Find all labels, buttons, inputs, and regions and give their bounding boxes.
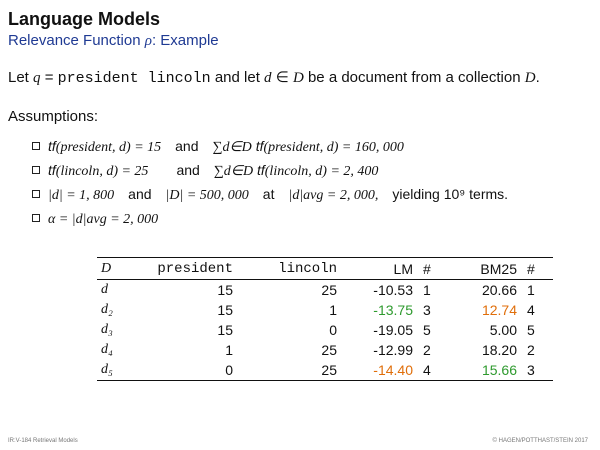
cell-lincoln: 1 (329, 302, 337, 318)
slide-subtitle: Relevance Function ρ: Example (8, 32, 219, 49)
cell-doc: d₅ (97, 360, 137, 381)
assumptions-list: tf(president, d) = 15 and ∑d∈D tf(presiden… (32, 134, 508, 230)
cell-lm: -12.99 (373, 342, 413, 358)
col-header-lm: LM (351, 257, 417, 280)
cell-bm25: 20.66 (481, 282, 517, 298)
col-header-lm-rank: # (417, 257, 449, 280)
col-header-president: president (137, 257, 253, 280)
cell-lincoln: 25 (321, 282, 337, 298)
cell-bm25: 5.00 (489, 322, 517, 338)
cell-lm: -19.05 (373, 322, 413, 338)
cell-lm-rank: 4 (417, 360, 449, 381)
cell-lm: -10.53 (373, 282, 413, 298)
table-row: d 15 25 -10.53 1 20.66 1 (97, 280, 553, 301)
cell-bm25-rank: 1 (527, 282, 535, 298)
cell-president: 15 (217, 302, 233, 318)
assumption-item: |d| = 1, 800 and |D| = 500, 000 at |d|avg = … (32, 182, 508, 206)
col-header-bm25: BM25 (449, 257, 521, 280)
cell-lm-rank: 2 (423, 342, 431, 358)
table-header-row: D president lincoln LM # BM25 # (97, 257, 553, 280)
cell-bm25: 12.74 (481, 302, 517, 318)
cell-bm25-rank: 4 (527, 302, 535, 318)
cell-bm25: 18.20 (481, 342, 517, 358)
cell-lm-rank: 5 (423, 322, 431, 338)
assumption-item: tf(president, d) = 15 and ∑d∈D tf(presiden… (32, 134, 508, 158)
cell-bm25: 15.66 (449, 360, 521, 381)
cell-president: 15 (217, 322, 233, 338)
cell-lm-rank: 3 (423, 302, 431, 318)
assumption-item: tf(lincoln, d) = 25 and ∑d∈D tf(lincoln, d… (32, 158, 508, 182)
col-header-bm25-rank: # (521, 257, 553, 280)
cell-doc: d₂ (101, 302, 113, 317)
cell-doc: d₃ (101, 322, 113, 337)
cell-lincoln: 25 (253, 360, 351, 381)
cell-lm: -14.40 (351, 360, 417, 381)
footer-slide-id: IR:V-184 Retrieval Models (8, 438, 78, 444)
col-header-lincoln: lincoln (253, 257, 351, 280)
cell-lm: -13.75 (373, 302, 413, 318)
table-row: d₂ 15 1 -13.75 3 12.74 4 (97, 300, 553, 320)
cell-doc: d₄ (101, 342, 113, 357)
cell-president: 0 (137, 360, 253, 381)
assumption-item: α = |d|avg = 2, 000 (32, 206, 508, 230)
assumptions-heading: Assumptions: (8, 108, 99, 125)
cell-bm25-rank: 2 (527, 342, 535, 358)
table-row: d₅ 0 25 -14.40 4 15.66 3 (97, 360, 553, 381)
table-row: d₃ 15 0 -19.05 5 5.00 5 (97, 320, 553, 340)
cell-president: 15 (217, 282, 233, 298)
col-header-doc: D (97, 257, 137, 280)
table-row: d₄ 1 25 -12.99 2 18.20 2 (97, 340, 553, 360)
intro-sentence: Let q = president lincoln and let d ∈ D … (8, 69, 540, 87)
cell-lincoln: 25 (321, 342, 337, 358)
results-table: D president lincoln LM # BM25 # d 15 25 -10… (97, 257, 553, 381)
cell-bm25-rank: 3 (521, 360, 553, 381)
cell-doc: d (101, 282, 108, 297)
cell-lm-rank: 1 (423, 282, 431, 298)
cell-bm25-rank: 5 (527, 322, 535, 338)
query-text: president lincoln (57, 70, 211, 87)
footer-copyright: © HAGEN/POTTHAST/STEIN 2017 (492, 438, 588, 444)
cell-lincoln: 0 (329, 322, 337, 338)
cell-president: 1 (225, 342, 233, 358)
slide-title: Language Models (8, 9, 161, 29)
